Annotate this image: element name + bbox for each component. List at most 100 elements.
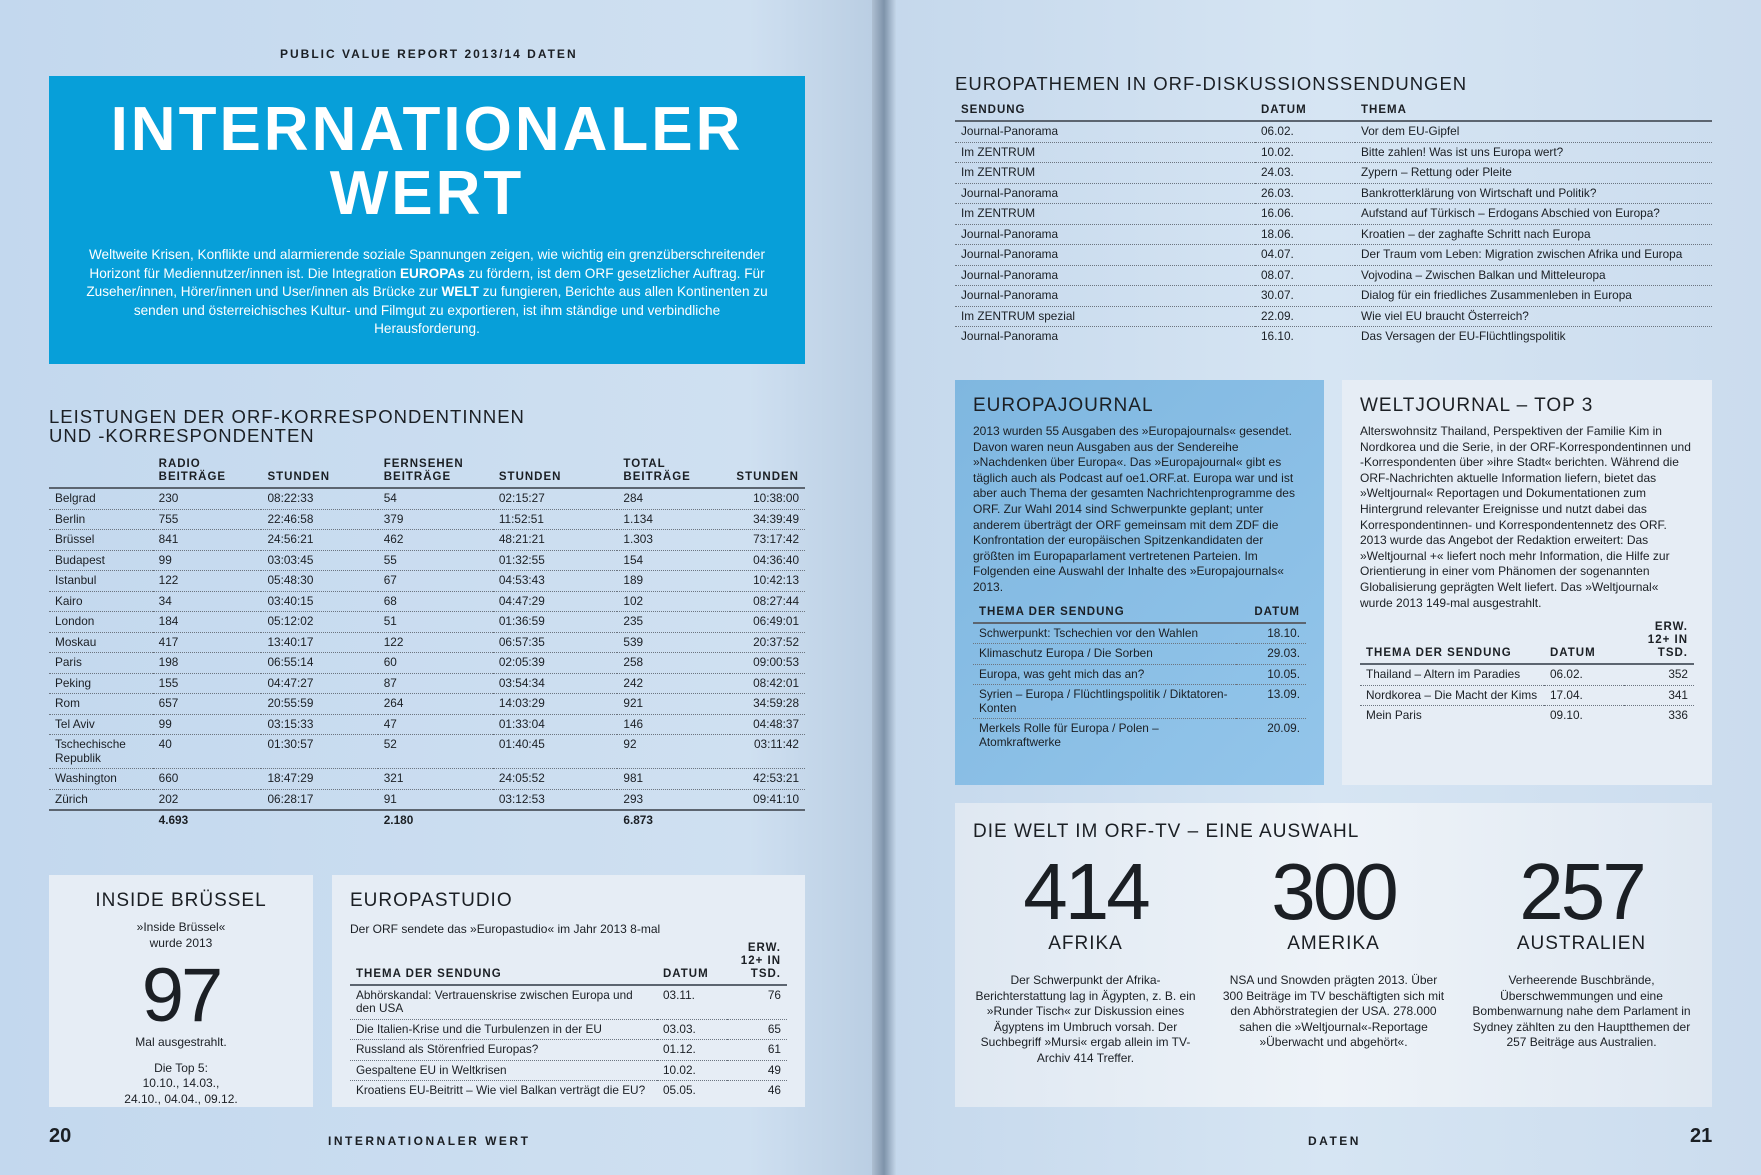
table-cell: London [49, 611, 153, 633]
table-cell: 01:33:04 [492, 714, 618, 735]
table-cell: Paris [49, 652, 153, 674]
table-cell: 04:53:43 [492, 570, 618, 592]
table-row: Russland als Störenfried Europas? 01.12. 6… [350, 1039, 787, 1061]
table-cell: 235 [617, 611, 731, 633]
table-cell: 417 [152, 632, 262, 653]
table-cell: 60 [377, 652, 493, 674]
table-cell: Mein Paris [1366, 708, 1422, 723]
table-cell: 01:36:59 [492, 611, 618, 633]
table-cell: 16.06. [1255, 203, 1355, 225]
table-row: Syrien – Europa / Flüchtlingspolitik / D… [973, 684, 1306, 720]
table-cell: Tschechische Republik [49, 734, 153, 769]
stat-text: Verheerende Buschbrände, Überschwemmunge… [1472, 973, 1691, 1050]
inside-top-dates: 24.10., 04.04., 09.12. [124, 1091, 238, 1106]
table-cell: 08:27:44 [730, 591, 805, 612]
table-cell: Gespaltene EU in Weltkrisen [350, 1060, 657, 1082]
table-cell: Washington [49, 768, 153, 790]
table-cell: 48:21:21 [492, 529, 618, 551]
table-cell: 87 [377, 673, 493, 694]
welt-stats: 414 AFRIKA Der Schwerpunkt der Afrika-Beri… [973, 852, 1694, 1067]
table-cell: 13.09. [1236, 684, 1306, 720]
column-header: ERW. 12+ IN TSD. [1624, 621, 1694, 666]
table-cell: 258 [617, 652, 731, 674]
table-cell: 09:00:53 [730, 652, 805, 674]
book-spine [872, 0, 896, 1175]
europathemen-title: EUROPATHEMEN IN ORF-DISKUSSIONSSENDUNGEN [955, 73, 1468, 94]
europajournal-text: 2013 wurden 55 Ausgaben des »Europajourn… [973, 424, 1295, 594]
korr-table: RADIO BEITRÄGE STUNDEN FERNSEHEN BEITRÄGE S… [49, 458, 805, 831]
table-cell: 24:05:52 [492, 768, 618, 790]
table-cell: 06:55:14 [261, 652, 378, 674]
table-cell: 22:46:58 [261, 509, 378, 530]
table-cell: Kroatien – der zaghafte Schritt nach Eur… [1355, 224, 1712, 245]
table-cell: 14:03:29 [492, 693, 618, 715]
table-cell: Moskau [49, 632, 153, 653]
table-cell: 284 [617, 488, 731, 510]
table-cell: Schwerpunkt: Tschechien vor den Wahlen [973, 622, 1236, 645]
table-cell: 29.03. [1236, 643, 1306, 665]
column-header: THEMA DER SENDUNG [350, 941, 657, 986]
inside-number: 97 [141, 953, 224, 1039]
table-cell: 04:48:37 [730, 714, 805, 735]
total-cell: 4.693 [152, 809, 262, 831]
table-cell: 04:47:29 [492, 591, 618, 612]
table-cell: 30.07. [1255, 285, 1355, 307]
column-header: DATUM [657, 941, 727, 986]
table-row: Paris 198 06:55:14 60 02:05:39 258 09:00:53 [49, 652, 805, 674]
table-row: Brüssel 841 24:56:21 462 48:21:21 1.303 73:17:… [49, 529, 805, 551]
table-cell: 202 [152, 789, 262, 811]
total-cell [261, 809, 378, 831]
table-cell: Journal-Panorama [955, 183, 1255, 204]
welt-stat: 257 AUSTRALIEN Verheerende Buschbrände, Üb… [1469, 852, 1694, 1067]
table-cell: 16.10. [1261, 329, 1294, 343]
table-row: Kairo 34 03:40:15 68 04:47:29 102 08:27:44 [49, 591, 805, 612]
column-header: TOTAL BEITRÄGE [617, 458, 731, 489]
column-header: ERW. 12+ IN TSD. [727, 941, 787, 986]
table-cell: 52 [377, 734, 493, 769]
table-row: London 184 05:12:02 51 01:36:59 235 06:49:01 [49, 611, 805, 633]
table-cell: 341 [1624, 685, 1694, 707]
table-cell: Das Versagen der EU-Flüchtlingspolitik [1361, 329, 1566, 343]
table-row: Tel Aviv 99 03:15:33 47 01:33:04 146 04:48:37 [49, 714, 805, 735]
table-row: Washington 660 18:47:29 321 24:05:52 981 42:53… [49, 768, 805, 790]
column-header: DATUM [1236, 605, 1306, 624]
table-row: Nordkorea – Die Macht der Kims 17.04. 341 [1360, 685, 1694, 707]
table-cell: Nordkorea – Die Macht der Kims [1360, 685, 1544, 707]
table-cell: 17.04. [1544, 685, 1624, 707]
total-cell: 2.180 [377, 809, 493, 831]
table-row: Mein Paris 09.10. 336 [1360, 706, 1694, 726]
table-cell: 155 [152, 673, 262, 694]
europastudio-title: EUROPASTUDIO [350, 890, 513, 911]
table-cell: Europa, was geht mich das an? [973, 664, 1236, 686]
page-number: 20 [49, 1125, 72, 1147]
table-cell: 03:54:34 [492, 673, 618, 694]
table-cell: Kairo [49, 591, 153, 612]
table-row: Belgrad 230 08:22:33 54 02:15:27 284 10:38:00 [49, 488, 805, 510]
table-cell: 462 [377, 529, 493, 551]
column-header: FERNSEHEN BEITRÄGE [377, 458, 493, 489]
table-cell: 67 [377, 570, 493, 592]
europathemen-table: SENDUNG DATUM THEMA Journal-Panorama 06.02. V… [955, 104, 1712, 347]
table-cell: Klimaschutz Europa / Die Sorben [973, 643, 1236, 665]
table-cell: 336 [1668, 708, 1688, 723]
welt-stat: 300 AMERIKA NSA und Snowden prägten 2013. … [1221, 852, 1446, 1067]
table-cell: Vojvodina – Zwischen Balkan und Mitteleu… [1355, 265, 1712, 286]
hero-title: INTERNATIONALER WERT [49, 98, 805, 226]
table-row: Peking 155 04:47:27 87 03:54:34 242 08:42:01 [49, 673, 805, 694]
table-cell: 01:30:57 [261, 734, 378, 769]
weltjournal-text: Alterswohnsitz Thailand, Perspektiven de… [1360, 424, 1691, 610]
table-cell: Im ZENTRUM [955, 203, 1255, 225]
table-row: Merkels Rolle für Europa / Polen – Atomk… [973, 719, 1306, 753]
table-cell: 01:32:55 [492, 550, 618, 571]
europajournal-title: EUROPAJOURNAL [973, 395, 1154, 416]
stat-text: NSA und Snowden prägten 2013. Über 300 B… [1222, 973, 1445, 1050]
table-cell: 06:49:01 [730, 611, 805, 633]
table-cell: Russland als Störenfried Europas? [350, 1039, 657, 1061]
table-cell: 91 [377, 789, 493, 811]
column-header: STUNDEN [730, 458, 805, 489]
table-cell: Budapest [49, 550, 153, 571]
korr-title-line: UND -KORRESPONDENTEN [49, 425, 315, 446]
europastudio-subtitle: Der ORF sendete das »Europastudio« im Ja… [350, 922, 661, 936]
table-cell: 02:15:27 [492, 488, 618, 510]
table-cell: 40 [152, 734, 262, 769]
